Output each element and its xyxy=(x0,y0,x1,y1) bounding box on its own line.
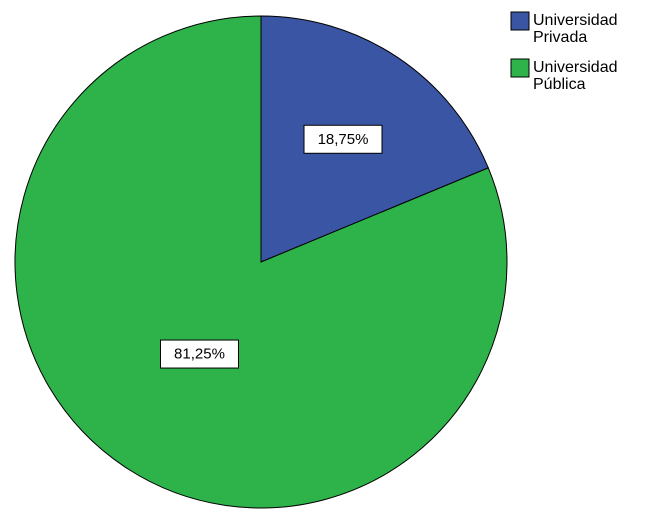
pie-slices xyxy=(14,15,508,509)
pie-data-labels: 18,75% 81,25% xyxy=(159,124,383,369)
legend-label-line: Pública xyxy=(533,76,586,93)
legend-swatch xyxy=(510,58,530,78)
legend-label-line: Universidad xyxy=(533,59,617,76)
pie-slice-publica xyxy=(14,15,508,509)
legend-swatch xyxy=(510,11,530,31)
legend-label-line: Universidad xyxy=(533,12,617,29)
data-label-box xyxy=(159,339,239,369)
data-label-box xyxy=(303,124,383,154)
data-label-publica: 81,25% xyxy=(159,339,239,369)
data-label-text: 81,25% xyxy=(174,346,225,363)
legend-label-line: Privada xyxy=(533,29,587,46)
data-label-privada: 18,75% xyxy=(303,124,383,154)
data-label-text: 18,75% xyxy=(318,131,369,148)
